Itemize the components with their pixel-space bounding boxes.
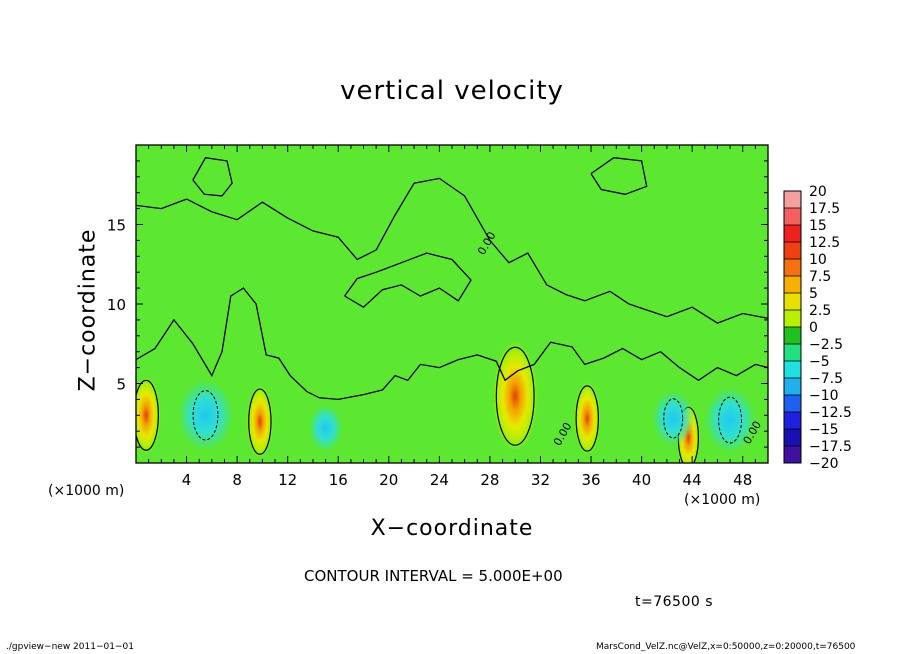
zero-contour-3 bbox=[192, 156, 233, 197]
footer-left: ./gpview−new 2011−01−01 bbox=[6, 642, 134, 652]
x-tick-label: 8 bbox=[232, 471, 242, 489]
zero-contour-2 bbox=[344, 252, 472, 309]
colorbar-segment bbox=[784, 208, 801, 226]
zero-contour-1 bbox=[136, 177, 768, 324]
colorbar-label: 7.5 bbox=[809, 269, 831, 285]
updraft-contour-1 bbox=[248, 388, 272, 455]
x-tick-label: 28 bbox=[480, 471, 499, 489]
updraft-core-3 bbox=[574, 382, 601, 455]
colorbar-segment bbox=[784, 429, 801, 447]
colorbar-segment bbox=[784, 361, 801, 379]
downdraft-contour-3 bbox=[718, 396, 743, 444]
x-tick-label: 20 bbox=[379, 471, 398, 489]
updraft-contour-2 bbox=[495, 346, 535, 446]
updraft-contour-0 bbox=[136, 379, 159, 451]
chart-title: vertical velocity bbox=[340, 76, 564, 106]
x-tick-label: 12 bbox=[278, 471, 297, 489]
colorbar-label: 2.5 bbox=[809, 303, 831, 319]
x-tick-label: 48 bbox=[733, 471, 752, 489]
colorbar-label: 10 bbox=[809, 252, 827, 268]
colorbar-label: −10 bbox=[809, 388, 839, 404]
colorbar-segment bbox=[784, 412, 801, 430]
colorbar-label: −7.5 bbox=[809, 371, 843, 387]
zero-contour-0 bbox=[136, 287, 768, 401]
y-unit-label: (×1000 m) bbox=[48, 483, 125, 499]
colorbar-label: 17.5 bbox=[809, 201, 840, 217]
colorbar-segment bbox=[784, 259, 801, 277]
colorbar-segment bbox=[784, 446, 801, 464]
colorbar-label: −17.5 bbox=[809, 439, 852, 455]
contour-interval-text: CONTOUR INTERVAL = 5.000E+00 bbox=[304, 567, 563, 585]
footer-right: MarsCond_VelZ.nc@VelZ,x=0:50000,z=0:2000… bbox=[596, 642, 856, 652]
colorbar-label: −5 bbox=[809, 354, 830, 370]
y-tick-label: 10 bbox=[107, 296, 126, 314]
y-tick-label: 5 bbox=[116, 376, 126, 394]
x-tick-label: 32 bbox=[531, 471, 550, 489]
updraft-core-2 bbox=[493, 341, 538, 451]
colorbar-segment bbox=[784, 378, 801, 396]
time-label: t=76500 s bbox=[635, 594, 713, 610]
colorbar-segment bbox=[784, 191, 801, 209]
colorbar-label: 15 bbox=[809, 218, 827, 234]
x-axis-label: X−coordinate bbox=[370, 516, 534, 541]
x-tick-label: 40 bbox=[632, 471, 651, 489]
x-tick-label: 24 bbox=[430, 471, 449, 489]
colorbar-segment bbox=[784, 293, 801, 311]
colorbar-segment bbox=[784, 225, 801, 243]
y-tick-label: 15 bbox=[107, 217, 126, 235]
x-tick-label: 16 bbox=[329, 471, 348, 489]
colorbar-segment bbox=[784, 310, 801, 328]
x-tick-label: 44 bbox=[683, 471, 702, 489]
colorbar-label: −15 bbox=[809, 422, 839, 438]
colorbar-label: 5 bbox=[809, 286, 818, 302]
colorbar-label: −2.5 bbox=[809, 337, 843, 353]
updraft-contour-3 bbox=[575, 385, 599, 452]
colorbar-label: 0 bbox=[809, 320, 818, 336]
colorbar-segment bbox=[784, 242, 801, 260]
downdraft-core-2 bbox=[652, 390, 695, 447]
colorbar-label: 12.5 bbox=[809, 235, 840, 251]
updraft-core-1 bbox=[246, 385, 273, 458]
downdraft-core-1 bbox=[309, 404, 343, 452]
zero-contour-4 bbox=[590, 157, 648, 195]
colorbar-segment bbox=[784, 395, 801, 413]
x-tick-label: 36 bbox=[581, 471, 600, 489]
x-tick-label: 4 bbox=[182, 471, 192, 489]
colorbar-segment bbox=[784, 276, 801, 294]
downdraft-contour-0 bbox=[192, 390, 219, 441]
x-unit-label: (×1000 m) bbox=[684, 492, 761, 508]
downdraft-core-3 bbox=[704, 387, 756, 453]
downdraft-core-0 bbox=[177, 380, 234, 451]
downdraft-contour-2 bbox=[663, 398, 684, 439]
colorbar-segment bbox=[784, 344, 801, 362]
colorbar-label: 20 bbox=[809, 184, 827, 200]
colorbar-label: −20 bbox=[809, 456, 839, 472]
colorbar-segment bbox=[784, 327, 801, 345]
y-axis-label: Z−coordinate bbox=[75, 228, 101, 392]
colorbar-label: −12.5 bbox=[809, 405, 852, 421]
updraft-core-0 bbox=[136, 376, 161, 455]
